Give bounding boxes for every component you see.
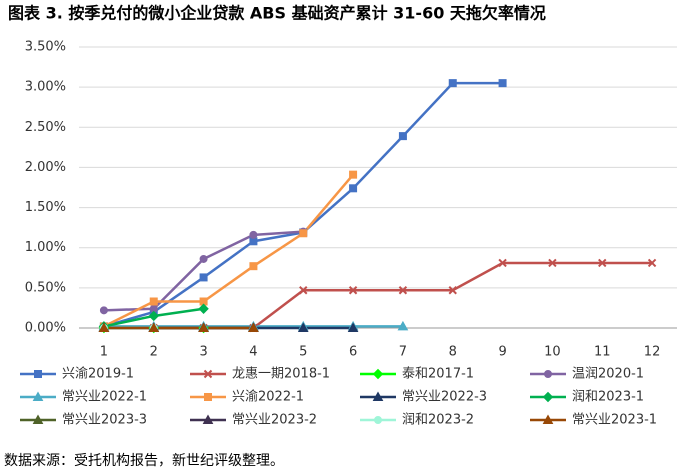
marker	[299, 286, 308, 295]
marker	[297, 322, 309, 332]
x-tick-label: 4	[249, 345, 257, 360]
marker	[349, 170, 358, 179]
y-tick-label: 0.50%	[25, 280, 66, 295]
series-line	[103, 261, 653, 330]
x-tick-label: 8	[449, 345, 457, 360]
x-tick-label: 12	[644, 345, 661, 360]
marker	[149, 297, 158, 306]
marker	[299, 229, 308, 238]
y-tick-label: 3.50%	[25, 40, 66, 55]
marker	[349, 184, 358, 193]
marker	[498, 79, 507, 88]
legend-marker	[34, 370, 42, 378]
legend-label: 兴渝2019-1	[62, 366, 134, 382]
marker	[347, 322, 359, 332]
x-tick-label: 10	[544, 345, 561, 360]
marker	[448, 286, 457, 295]
y-tick-label: 0.00%	[25, 321, 66, 336]
legend-label: 温润2020-1	[572, 367, 644, 382]
x-tick-label: 11	[594, 345, 611, 360]
marker	[647, 258, 657, 268]
y-tick-label: 2.00%	[25, 160, 66, 175]
y-tick-label: 2.50%	[25, 120, 66, 135]
legend-label: 泰和2017-1	[402, 367, 474, 382]
legend-marker	[32, 391, 44, 401]
legend-marker	[542, 391, 554, 403]
marker	[148, 322, 160, 332]
legend-marker	[32, 414, 44, 424]
series-line	[103, 173, 355, 328]
x-tick-label: 9	[498, 345, 506, 360]
legend-marker	[374, 416, 382, 424]
x-tick-label: 2	[150, 345, 158, 360]
marker	[99, 306, 108, 315]
marker	[598, 258, 607, 268]
marker	[199, 273, 208, 282]
y-tick-label: 1.00%	[25, 240, 66, 255]
marker	[398, 132, 407, 141]
legend-label: 兴渝2022-1	[232, 389, 304, 405]
chart-title: 图表 3. 按季兑付的微小企业贷款 ABS 基础资产累计 31-60 天拖欠率情…	[8, 4, 546, 23]
legend-label: 龙惠一期2018-1	[232, 367, 330, 382]
legend-marker	[544, 370, 552, 378]
legend-label: 常兴业2022-1	[62, 390, 147, 405]
y-tick-label: 3.00%	[25, 80, 66, 95]
marker	[199, 254, 208, 263]
marker	[548, 258, 557, 268]
x-tick-label: 5	[299, 345, 307, 360]
marker	[348, 286, 358, 295]
legend-marker	[542, 414, 554, 424]
x-tick-label: 1	[100, 345, 108, 360]
marker	[448, 79, 457, 88]
x-tick-label: 7	[399, 345, 407, 360]
marker	[198, 322, 209, 332]
legend-label: 润和2023-1	[572, 390, 644, 405]
legend-label: 常兴业2023-1	[572, 413, 657, 428]
legend-marker	[202, 414, 214, 424]
legend-marker	[203, 369, 213, 379]
marker	[148, 310, 159, 322]
marker	[98, 322, 110, 332]
marker	[248, 322, 259, 332]
marker	[249, 262, 258, 271]
legend-marker	[204, 393, 212, 401]
marker	[249, 230, 258, 239]
marker	[198, 303, 209, 314]
legend-label: 常兴业2023-2	[232, 413, 317, 428]
marker	[398, 286, 408, 295]
x-tick-label: 6	[349, 345, 357, 360]
legend-marker	[372, 368, 384, 380]
marker	[498, 258, 507, 268]
x-tick-label: 3	[199, 345, 207, 360]
source-note: 数据来源：受托机构报告，新世纪评级整理。	[4, 453, 284, 469]
legend-label: 润和2023-2	[402, 413, 474, 428]
marker	[397, 320, 409, 331]
legend-marker	[372, 391, 384, 401]
legend-label: 常兴业2023-3	[62, 413, 147, 428]
y-tick-label: 1.50%	[25, 200, 66, 215]
legend-label: 常兴业2022-3	[402, 390, 487, 405]
